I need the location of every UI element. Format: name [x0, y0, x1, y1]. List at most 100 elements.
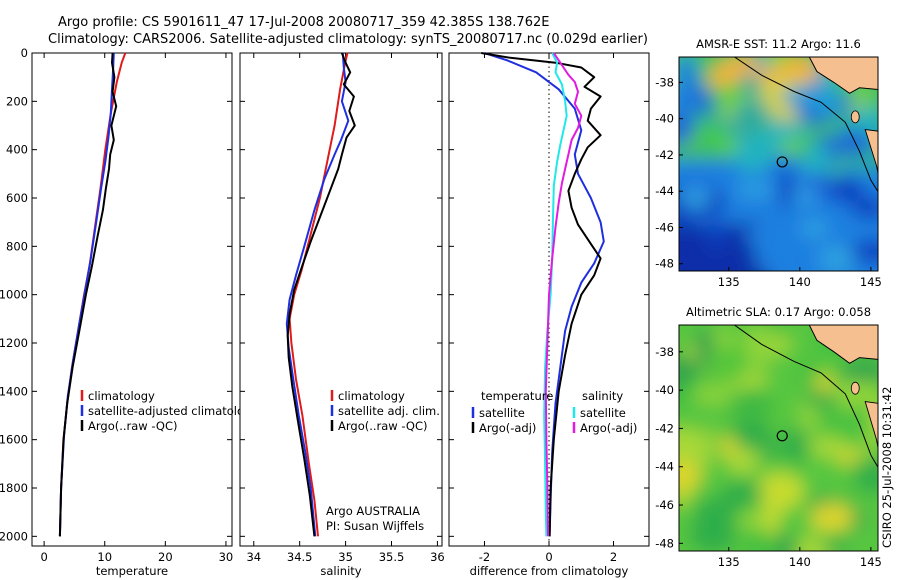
- map-y-tick-label: -42: [655, 421, 674, 435]
- x-axis-label: difference from climatology: [470, 564, 629, 578]
- plot-frame-temperature: [31, 52, 233, 547]
- map-y-tick-label: -46: [655, 220, 674, 234]
- map-eddy: [711, 330, 735, 348]
- x-axis-label: temperature: [96, 564, 168, 578]
- map-sst: AMSR-E SST: 11.2 Argo: 11.6 135 140 145 -38 -…: [655, 37, 882, 289]
- x-axis-label: salinity: [320, 564, 361, 578]
- map-eddy: [753, 254, 768, 268]
- map-eddy: [832, 130, 874, 155]
- x-tick-label: -2: [479, 550, 490, 564]
- y-tick-label: 200: [6, 94, 28, 108]
- argo-float-marker: [776, 156, 788, 168]
- legend-heading: salinity: [582, 389, 623, 403]
- y-tick-label: 1800: [0, 481, 28, 495]
- series-line-salinity-argo-adj-: [544, 52, 583, 537]
- legend-entry: climatology: [338, 389, 405, 403]
- x-tick-label: 0: [40, 550, 47, 564]
- map-eddy: [734, 134, 770, 171]
- x-tick-label: 20: [158, 550, 173, 564]
- map-x-tick-label: 135: [718, 275, 740, 289]
- map-frame: [678, 56, 879, 272]
- map-title: AMSR-E SST: 11.2 Argo: 11.6: [696, 37, 861, 51]
- y-tick-label: 1200: [0, 336, 28, 350]
- king-island: [850, 110, 860, 124]
- y-tick-label: 1000: [0, 288, 28, 302]
- argo-float-marker: [776, 430, 788, 442]
- x-tick-label: 35: [338, 550, 353, 564]
- map-eddy: [741, 326, 772, 370]
- map-y-tick-label: -48: [655, 536, 674, 550]
- map-eddy: [731, 415, 770, 451]
- float-annotation: PI: Susan Wijffels: [326, 519, 424, 533]
- y-tick-label: 1600: [0, 433, 28, 447]
- map-eddy: [821, 405, 846, 434]
- map-y-tick-label: -40: [655, 112, 674, 126]
- map-field: [679, 57, 878, 271]
- y-tick-label: 600: [6, 191, 28, 205]
- mainland-land: [808, 57, 878, 94]
- y-tick-label: 400: [6, 143, 28, 157]
- map-eddy: [757, 245, 798, 271]
- map-frame: [678, 324, 879, 552]
- map-eddy: [734, 181, 776, 198]
- map-y-tick-label: -44: [655, 184, 674, 198]
- map-eddy: [778, 166, 793, 209]
- map-eddy: [780, 427, 809, 465]
- legend-entry: Argo(..raw -QC): [88, 419, 178, 433]
- plot-frame-salinity: [239, 52, 443, 547]
- map-y-tick-label: -38: [655, 75, 674, 89]
- x-tick-label: 36: [430, 550, 445, 564]
- map-eddy: [810, 503, 854, 532]
- map-eddy: [693, 497, 737, 529]
- x-tick-label: 0: [545, 550, 552, 564]
- map-eddy: [848, 240, 878, 264]
- map-x-tick-label: 145: [860, 275, 882, 289]
- map-eddy: [799, 218, 829, 239]
- map-x-tick-label: 140: [789, 275, 811, 289]
- map-y-tick-label: -48: [655, 257, 674, 271]
- map-eddy: [836, 216, 871, 245]
- map-eddy: [691, 106, 706, 128]
- shelf-contour: [733, 57, 878, 193]
- map-eddy: [820, 537, 851, 551]
- legend-entry: Argo(-adj): [479, 421, 536, 435]
- map-x-tick-label: 135: [718, 555, 740, 569]
- map-eddy: [731, 100, 771, 126]
- map-eddy: [817, 244, 856, 271]
- map-sla: Altimetric SLA: 0.17 Argo: 0.058 135 140 14…: [655, 305, 882, 569]
- map-eddy: [707, 220, 726, 251]
- map-eddy: [831, 383, 870, 397]
- map-eddy: [827, 177, 865, 203]
- legend-entry: satellite adj. clim.: [338, 404, 440, 418]
- shelf-contour: [733, 325, 878, 469]
- series-line-temperature-satellite: [484, 52, 605, 537]
- y-tick-label: 0: [21, 46, 28, 60]
- figure-title-line-1: Argo profile: CS 5901611_47 17-Jul-2008 …: [58, 15, 549, 30]
- x-tick-label: 10: [97, 550, 112, 564]
- map-eddy: [698, 427, 712, 471]
- legend-entry: satellite: [479, 406, 525, 420]
- timestamp-stamp: CSIRO 25-Jul-2008 10:31:42: [880, 387, 894, 548]
- x-tick-label: 34.5: [287, 550, 313, 564]
- y-tick-label: 1400: [0, 384, 28, 398]
- map-y-tick-label: -44: [655, 460, 674, 474]
- series-line-salinity-satellite: [543, 52, 568, 537]
- legend-entry: Argo(-adj): [580, 421, 637, 435]
- map-x-tick-label: 140: [789, 555, 811, 569]
- map-eddy: [809, 436, 846, 458]
- map-y-tick-label: -46: [655, 498, 674, 512]
- map-eddy: [854, 456, 878, 496]
- map-eddy: [679, 87, 695, 115]
- map-field-blur: [679, 57, 878, 271]
- map-eddy: [679, 367, 692, 387]
- map-eddy: [768, 122, 809, 139]
- map-eddy: [691, 386, 735, 404]
- float-annotation: Argo AUSTRALIA: [326, 504, 420, 518]
- panel-salinity: 34 34.5 35 35.5 36 salinity climatologysatelli…: [239, 52, 445, 578]
- map-eddy: [685, 343, 699, 363]
- series-line-argo-raw-qc-: [286, 52, 356, 537]
- map-eddy: [745, 229, 759, 246]
